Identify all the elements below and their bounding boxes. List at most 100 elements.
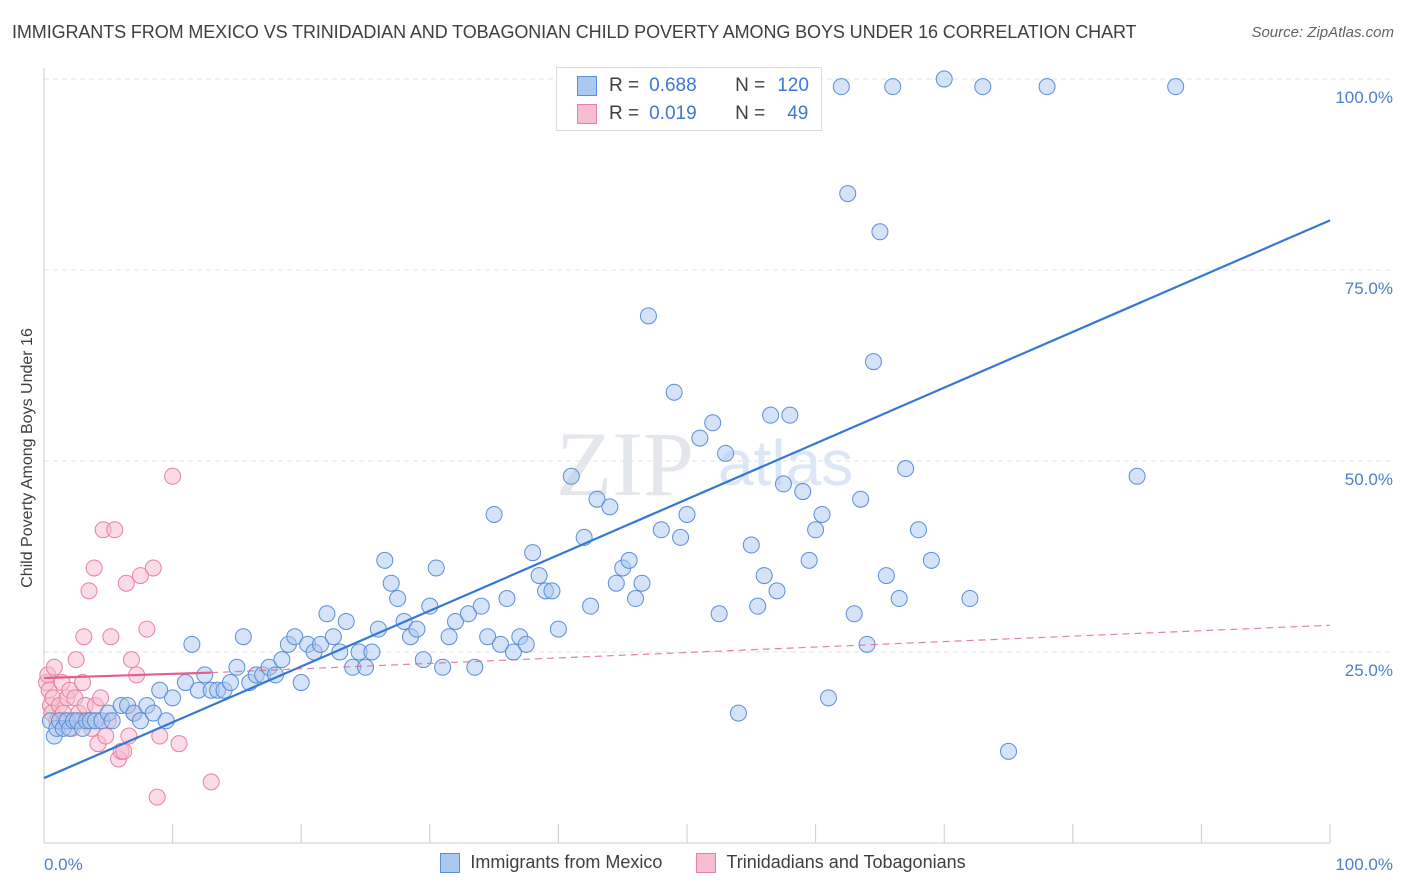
trend-line-trinidadians-dashed bbox=[211, 624, 1331, 674]
data-point-mexico bbox=[813, 505, 831, 523]
y-tick-label: 100.0% bbox=[1335, 88, 1393, 107]
x-tick-label: 100.0% bbox=[1335, 855, 1393, 874]
data-point-mexico bbox=[543, 582, 561, 600]
data-point-mexico bbox=[890, 590, 908, 608]
trend-lines bbox=[43, 219, 1331, 780]
data-point-mexico bbox=[935, 70, 953, 88]
data-point-mexico bbox=[665, 383, 683, 401]
data-point-mexico bbox=[884, 78, 902, 96]
series-swatch-blue bbox=[440, 852, 461, 873]
data-point-mexico bbox=[749, 597, 767, 615]
legend-n-value: 120 bbox=[777, 75, 809, 96]
data-point-trinidadians bbox=[106, 521, 124, 539]
legend-r-label: R = bbox=[609, 103, 640, 124]
data-point-mexico bbox=[742, 536, 760, 554]
data-point-trinidadians bbox=[67, 651, 85, 669]
y-tick-label: 75.0% bbox=[1345, 279, 1393, 298]
data-point-mexico bbox=[234, 628, 252, 646]
data-point-mexico bbox=[781, 406, 799, 424]
series-mexico-points bbox=[41, 70, 1185, 760]
data-point-mexico bbox=[832, 78, 850, 96]
data-point-mexico bbox=[864, 353, 882, 371]
data-point-mexico bbox=[389, 590, 407, 608]
data-point-trinidadians bbox=[138, 620, 156, 638]
data-point-mexico bbox=[363, 643, 381, 661]
data-point-mexico bbox=[768, 582, 786, 600]
data-point-mexico bbox=[459, 605, 477, 623]
data-point-mexico bbox=[691, 429, 709, 447]
data-point-mexico bbox=[440, 628, 458, 646]
data-point-mexico bbox=[601, 498, 619, 516]
data-point-mexico bbox=[845, 605, 863, 623]
series-legend: Immigrants from Mexico Trinidadians and … bbox=[0, 852, 1406, 873]
data-point-mexico bbox=[961, 590, 979, 608]
data-point-trinidadians bbox=[80, 582, 98, 600]
data-point-trinidadians bbox=[122, 651, 140, 669]
legend-r-label: R = bbox=[609, 75, 640, 96]
data-point-mexico bbox=[562, 467, 580, 485]
data-point-trinidadians bbox=[117, 574, 135, 592]
data-point-mexico bbox=[498, 590, 516, 608]
data-point-mexico bbox=[447, 612, 465, 630]
data-point-mexico bbox=[292, 674, 310, 692]
data-point-trinidadians bbox=[102, 628, 120, 646]
data-point-mexico bbox=[131, 712, 149, 730]
data-point-mexico bbox=[800, 551, 818, 569]
data-point-mexico bbox=[639, 307, 657, 325]
series-swatch-pink bbox=[696, 852, 717, 873]
legend-row-mexico: R = 0.688 N = 120 bbox=[577, 74, 809, 98]
trend-line-trinidadians bbox=[43, 671, 212, 680]
trend-line-mexico bbox=[43, 219, 1331, 780]
grid-lines bbox=[44, 78, 1392, 653]
data-point-mexico bbox=[324, 628, 342, 646]
data-point-mexico bbox=[337, 612, 355, 630]
data-point-mexico bbox=[897, 460, 915, 478]
data-point-mexico bbox=[466, 658, 484, 676]
data-point-mexico bbox=[517, 635, 535, 653]
data-point-mexico bbox=[408, 620, 426, 638]
data-point-mexico bbox=[286, 628, 304, 646]
data-point-mexico bbox=[228, 658, 246, 676]
data-point-mexico bbox=[922, 551, 940, 569]
series-legend-label: Trinidadians and Tobagonians bbox=[726, 852, 966, 872]
chart-source: Source: ZipAtlas.com bbox=[1251, 24, 1394, 41]
data-point-mexico bbox=[144, 704, 162, 722]
data-point-mexico bbox=[710, 605, 728, 623]
data-point-mexico bbox=[1000, 742, 1017, 760]
data-point-mexico bbox=[151, 681, 169, 699]
series-legend-item-mexico[interactable]: Immigrants from Mexico bbox=[440, 852, 662, 873]
data-point-mexico bbox=[620, 551, 638, 569]
data-point-mexico bbox=[318, 605, 336, 623]
data-point-mexico bbox=[176, 674, 194, 692]
data-point-mexico bbox=[1128, 467, 1146, 485]
data-point-trinidadians bbox=[164, 467, 182, 485]
data-point-mexico bbox=[627, 590, 645, 608]
data-point-trinidadians bbox=[97, 727, 115, 745]
data-point-mexico bbox=[762, 406, 780, 424]
data-point-mexico bbox=[221, 674, 239, 692]
series-legend-item-trinidadians[interactable]: Trinidadians and Tobagonians bbox=[696, 852, 966, 873]
data-point-mexico bbox=[479, 628, 497, 646]
data-point-mexico bbox=[633, 574, 651, 592]
data-point-mexico bbox=[774, 475, 792, 493]
y-tick-label: 25.0% bbox=[1345, 661, 1393, 680]
data-point-trinidadians bbox=[144, 559, 162, 577]
data-point-mexico bbox=[103, 712, 121, 730]
data-point-mexico bbox=[549, 620, 567, 638]
data-point-mexico bbox=[877, 567, 895, 585]
legend-row-trinidadians: R = 0.019 N = 49 bbox=[577, 102, 808, 126]
data-point-mexico bbox=[819, 689, 837, 707]
data-point-mexico bbox=[607, 574, 625, 592]
chart-title: IMMIGRANTS FROM MEXICO VS TRINIDADIAN AN… bbox=[12, 22, 1137, 42]
data-point-mexico bbox=[852, 490, 870, 508]
x-tick-labels: 0.0% 100.0% bbox=[44, 855, 1393, 874]
data-point-trinidadians bbox=[131, 567, 149, 585]
data-point-mexico bbox=[678, 505, 696, 523]
data-point-trinidadians bbox=[85, 559, 103, 577]
data-point-mexico bbox=[1167, 78, 1185, 96]
data-point-mexico bbox=[807, 521, 825, 539]
y-tick-labels: 25.0% 50.0% 75.0% 100.0% bbox=[1335, 88, 1393, 680]
data-point-trinidadians bbox=[45, 658, 63, 676]
data-point-trinidadians bbox=[74, 674, 92, 692]
data-point-mexico bbox=[871, 223, 889, 241]
